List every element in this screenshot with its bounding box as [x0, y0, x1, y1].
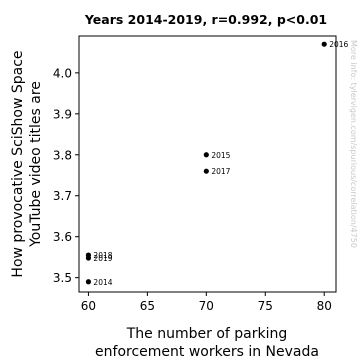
data-point — [203, 168, 209, 174]
y-tick-label: 4.0 — [53, 66, 72, 80]
x-axis-label: The number of parking enforcement worker… — [95, 326, 319, 360]
x-axis-ticks: 60 65 70 75 80 — [81, 292, 332, 313]
x-axis-label-line-2: enforcement workers in Nevada — [95, 344, 319, 360]
data-point — [85, 255, 92, 261]
y-axis-ticks: 3.5 3.6 3.7 3.8 3.9 4.0 — [53, 66, 79, 285]
x-tick-label: 80 — [317, 299, 332, 313]
data-point — [203, 152, 209, 158]
data-point — [85, 279, 92, 285]
y-axis-label: How provocative SciShow Space YouTube vi… — [10, 50, 44, 277]
x-tick-label: 75 — [258, 299, 273, 313]
data-point-label: 2015 — [211, 151, 230, 160]
data-point-label: 2014 — [93, 278, 112, 287]
y-tick-label: 3.5 — [53, 271, 72, 285]
y-tick-label: 3.6 — [53, 230, 72, 244]
x-tick-label: 60 — [81, 299, 96, 313]
x-axis-label-line-1: The number of parking — [126, 326, 288, 342]
chart-title: Years 2014-2019, r=0.992, p<0.01 — [84, 12, 327, 27]
data-point-label: 2016 — [329, 40, 348, 49]
x-tick-label: 70 — [199, 299, 214, 313]
plot-frame — [78, 35, 337, 293]
x-tick-label: 65 — [140, 299, 155, 313]
y-tick-label: 3.7 — [53, 189, 72, 203]
y-axis-label-line-1: How provocative SciShow Space — [10, 50, 26, 277]
data-point-label: 2019 — [93, 254, 112, 263]
data-point — [321, 41, 327, 47]
data-point-label: 2018 — [93, 251, 112, 260]
data-point-label: 2017 — [211, 167, 230, 176]
y-axis-label-line-2: YouTube video titles are — [28, 81, 44, 248]
y-tick-label: 3.9 — [53, 107, 72, 121]
y-tick-label: 3.8 — [53, 148, 72, 162]
watermark: More info: tylervigen.com/spurious/corre… — [349, 40, 358, 248]
